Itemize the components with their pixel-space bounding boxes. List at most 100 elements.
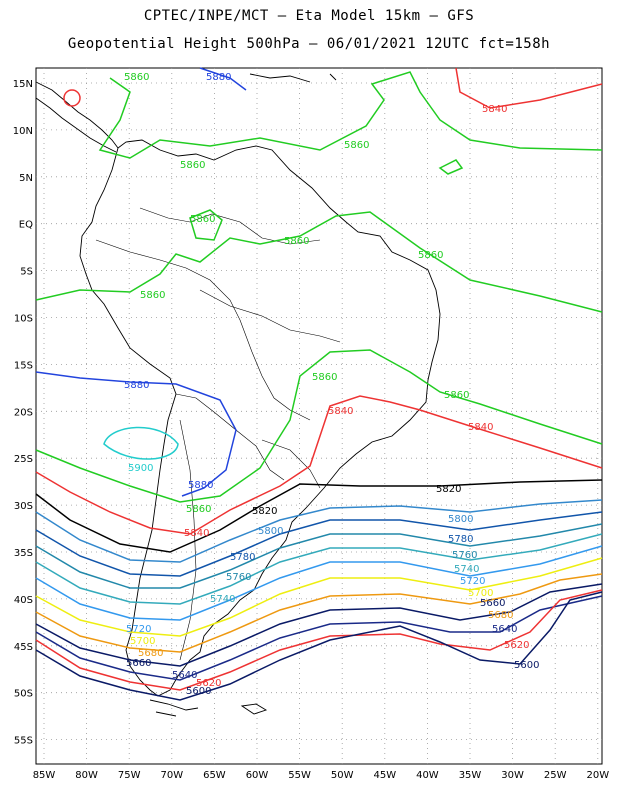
contour-5840-north bbox=[455, 67, 603, 109]
contour-label: 5840 bbox=[482, 104, 507, 115]
contour-label: 5880 bbox=[206, 72, 231, 83]
longitude-label: 70W bbox=[160, 770, 183, 781]
chart-title-line2: Geopotential Height 500hPa – 06/01/2021 … bbox=[67, 36, 551, 52]
contour-5720 bbox=[35, 545, 603, 621]
contour-label: 5860 bbox=[284, 236, 309, 247]
contour-5660 bbox=[35, 583, 603, 667]
caribbean-islands bbox=[249, 73, 337, 83]
contour-label: 5900 bbox=[128, 463, 153, 474]
contour-label: 5620 bbox=[504, 640, 529, 651]
graticule bbox=[36, 68, 602, 764]
contour-5880-north bbox=[199, 67, 247, 91]
longitude-label: 75W bbox=[118, 770, 141, 781]
contour-label: 5680 bbox=[138, 648, 163, 659]
contour-5700 bbox=[35, 557, 603, 637]
longitude-label: 30W bbox=[501, 770, 524, 781]
contour-5600 bbox=[35, 591, 603, 701]
latitude-label: EQ bbox=[19, 220, 33, 231]
contour-label: 5860 bbox=[180, 160, 205, 171]
contour-5740 bbox=[35, 533, 603, 605]
contour-5880-south bbox=[35, 371, 237, 497]
central-america-south-coast bbox=[35, 97, 117, 153]
contour-label-layer: 5860 5880 5840 5860 5860 5860 5860 5860 … bbox=[124, 72, 539, 697]
longitude-label: 35W bbox=[459, 770, 482, 781]
longitude-label: 85W bbox=[33, 770, 56, 781]
contour-5820 bbox=[35, 479, 603, 553]
longitude-label: 65W bbox=[203, 770, 226, 781]
contour-5760 bbox=[35, 523, 603, 589]
latitude-label: 10N bbox=[13, 126, 33, 137]
contour-label: 5800 bbox=[258, 526, 283, 537]
contour-5860-north bbox=[98, 71, 603, 159]
contour-label: 5600 bbox=[186, 686, 211, 697]
contour-label: 5740 bbox=[454, 564, 479, 575]
contour-label: 5780 bbox=[230, 552, 255, 563]
contour-5860-mid bbox=[35, 211, 603, 313]
contour-label: 5700 bbox=[130, 636, 155, 647]
longitude-label: 80W bbox=[75, 770, 98, 781]
longitude-label: 55W bbox=[288, 770, 311, 781]
contour-label: 5820 bbox=[252, 506, 277, 517]
contour-label: 5880 bbox=[188, 480, 213, 491]
latitude-label: 35S bbox=[14, 548, 33, 559]
contour-label: 5640 bbox=[492, 624, 517, 635]
contour-label: 5760 bbox=[452, 550, 477, 561]
longitude-label: 50W bbox=[331, 770, 354, 781]
contour-label: 5640 bbox=[172, 670, 197, 681]
contour-label: 5860 bbox=[312, 372, 337, 383]
latitude-label: 30S bbox=[14, 501, 33, 512]
latitude-label: 10S bbox=[14, 314, 33, 325]
latitude-label: 40S bbox=[14, 595, 33, 606]
latitude-label: 5S bbox=[20, 267, 33, 278]
contour-5860-south bbox=[35, 349, 603, 503]
latitude-labels: 15N 10N 5N EQ 5S 10S 15S 20S 25S 30S 35S 40S 45S 50S 5… bbox=[13, 79, 33, 747]
contour-label: 5760 bbox=[226, 572, 251, 583]
contour-label: 5720 bbox=[460, 576, 485, 587]
contour-label: 5860 bbox=[140, 290, 165, 301]
contour-label: 5660 bbox=[126, 658, 151, 669]
contour-label: 5740 bbox=[210, 594, 235, 605]
latitude-label: 50S bbox=[14, 689, 33, 700]
contour-label: 5860 bbox=[186, 504, 211, 515]
contour-label: 5700 bbox=[468, 588, 493, 599]
longitude-label: 20W bbox=[586, 770, 609, 781]
contour-label: 5720 bbox=[126, 624, 151, 635]
contour-label: 5600 bbox=[514, 660, 539, 671]
contour-label: 5680 bbox=[488, 610, 513, 621]
contour-label: 5860 bbox=[190, 214, 215, 225]
longitude-labels: 85W 80W 75W 70W 65W 60W 55W 50W 45W 40W 35W 30W 25W 2… bbox=[33, 770, 610, 781]
coastlines bbox=[35, 73, 441, 717]
longitude-label: 60W bbox=[246, 770, 269, 781]
contour-label: 5620 bbox=[196, 678, 221, 689]
contour-label: 5860 bbox=[418, 250, 443, 261]
latitude-label: 25S bbox=[14, 454, 33, 465]
chart-title-line1: CPTEC/INPE/MCT – Eta Model 15km – GFS bbox=[143, 8, 475, 24]
latitude-label: 5N bbox=[19, 173, 33, 184]
contour-label: 5840 bbox=[468, 422, 493, 433]
contour-5860-east-islet bbox=[438, 159, 464, 175]
contour-label: 5860 bbox=[124, 72, 149, 83]
contour-label: 5820 bbox=[436, 484, 461, 495]
falkland-islands bbox=[240, 703, 268, 715]
latitude-label: 20S bbox=[14, 407, 33, 418]
contour-5680 bbox=[35, 573, 603, 653]
latitude-label: 15N bbox=[13, 79, 33, 90]
longitude-label: 40W bbox=[416, 770, 439, 781]
central-america-coastline bbox=[35, 81, 119, 149]
contour-5780 bbox=[35, 511, 603, 577]
contour-label: 5660 bbox=[480, 598, 505, 609]
longitude-label: 45W bbox=[373, 770, 396, 781]
contour-5800 bbox=[35, 499, 603, 563]
contour-label: 5800 bbox=[448, 514, 473, 525]
contour-5860-loop bbox=[189, 209, 223, 241]
longitude-label: 25W bbox=[544, 770, 567, 781]
contour-5620 bbox=[35, 589, 603, 691]
contour-lines bbox=[35, 67, 603, 701]
contour-label: 5880 bbox=[124, 380, 149, 391]
contour-label: 5840 bbox=[184, 528, 209, 539]
latitude-label: 55S bbox=[14, 736, 33, 747]
contour-5900-loop bbox=[103, 426, 179, 460]
tierra-del-fuego bbox=[149, 699, 199, 717]
contour-label: 5860 bbox=[444, 390, 469, 401]
